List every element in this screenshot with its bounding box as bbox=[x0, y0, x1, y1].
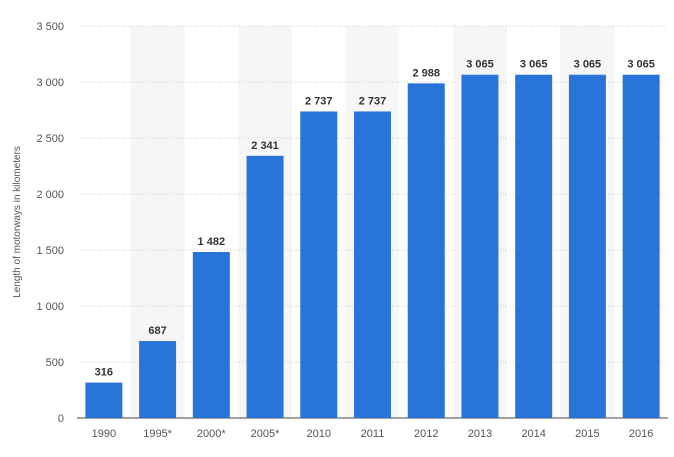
y-tick-label: 2 000 bbox=[36, 189, 64, 201]
y-tick-label: 1 000 bbox=[36, 301, 64, 313]
y-axis-label: Length of motorways in kilometers bbox=[12, 146, 23, 298]
bar bbox=[354, 111, 391, 419]
x-axis-ticks: 1990 1995* 2000* 2005* 2010 2011 2012 2013 2014 2… bbox=[92, 428, 654, 440]
x-tick-label: 2012 bbox=[414, 428, 438, 440]
x-tick-label: 2000* bbox=[197, 428, 226, 440]
bar bbox=[85, 382, 123, 418]
y-tick-label: 0 bbox=[58, 413, 64, 425]
data-labels: 316 687 1 482 2 341 2 737 2 737 2 988 3 065 3 06… bbox=[95, 59, 655, 379]
data-label: 3 065 bbox=[627, 59, 655, 71]
x-tick-label: 1995* bbox=[143, 428, 172, 440]
data-label: 2 341 bbox=[251, 140, 279, 152]
bar bbox=[407, 83, 445, 419]
bar bbox=[139, 341, 177, 418]
data-label: 3 065 bbox=[574, 59, 602, 71]
data-label: 2 737 bbox=[359, 95, 387, 107]
y-tick-label: 3 500 bbox=[36, 21, 64, 33]
y-tick-label: 1 500 bbox=[36, 245, 64, 257]
x-tick-label: 1990 bbox=[92, 428, 116, 440]
data-label: 316 bbox=[95, 367, 113, 379]
data-label: 2 737 bbox=[305, 95, 333, 107]
data-label: 1 482 bbox=[198, 236, 226, 248]
data-label: 2 988 bbox=[412, 67, 440, 79]
bar bbox=[568, 74, 606, 418]
x-tick-label: 2014 bbox=[521, 428, 545, 440]
bar bbox=[515, 74, 553, 418]
bar bbox=[192, 252, 230, 418]
x-tick-label: 2015 bbox=[575, 428, 599, 440]
data-label: 687 bbox=[148, 325, 166, 337]
bars bbox=[85, 74, 660, 419]
x-tick-label: 2005* bbox=[251, 428, 280, 440]
data-label: 3 065 bbox=[466, 59, 494, 71]
x-tick-label: 2013 bbox=[468, 428, 492, 440]
y-tick-label: 500 bbox=[46, 357, 64, 369]
y-tick-label: 2 500 bbox=[36, 133, 64, 145]
y-tick-label: 3 000 bbox=[36, 77, 64, 89]
x-tick-label: 2011 bbox=[361, 428, 385, 440]
bar bbox=[246, 155, 284, 419]
y-axis-ticks: 0 500 1 000 1 500 2 000 2 500 3 000 3 500 bbox=[36, 21, 64, 425]
bar bbox=[300, 111, 338, 419]
x-tick-label: 2010 bbox=[307, 428, 331, 440]
data-label: 3 065 bbox=[520, 59, 548, 71]
x-tick-label: 2016 bbox=[629, 428, 653, 440]
bar bbox=[461, 74, 499, 418]
bar bbox=[622, 74, 660, 418]
